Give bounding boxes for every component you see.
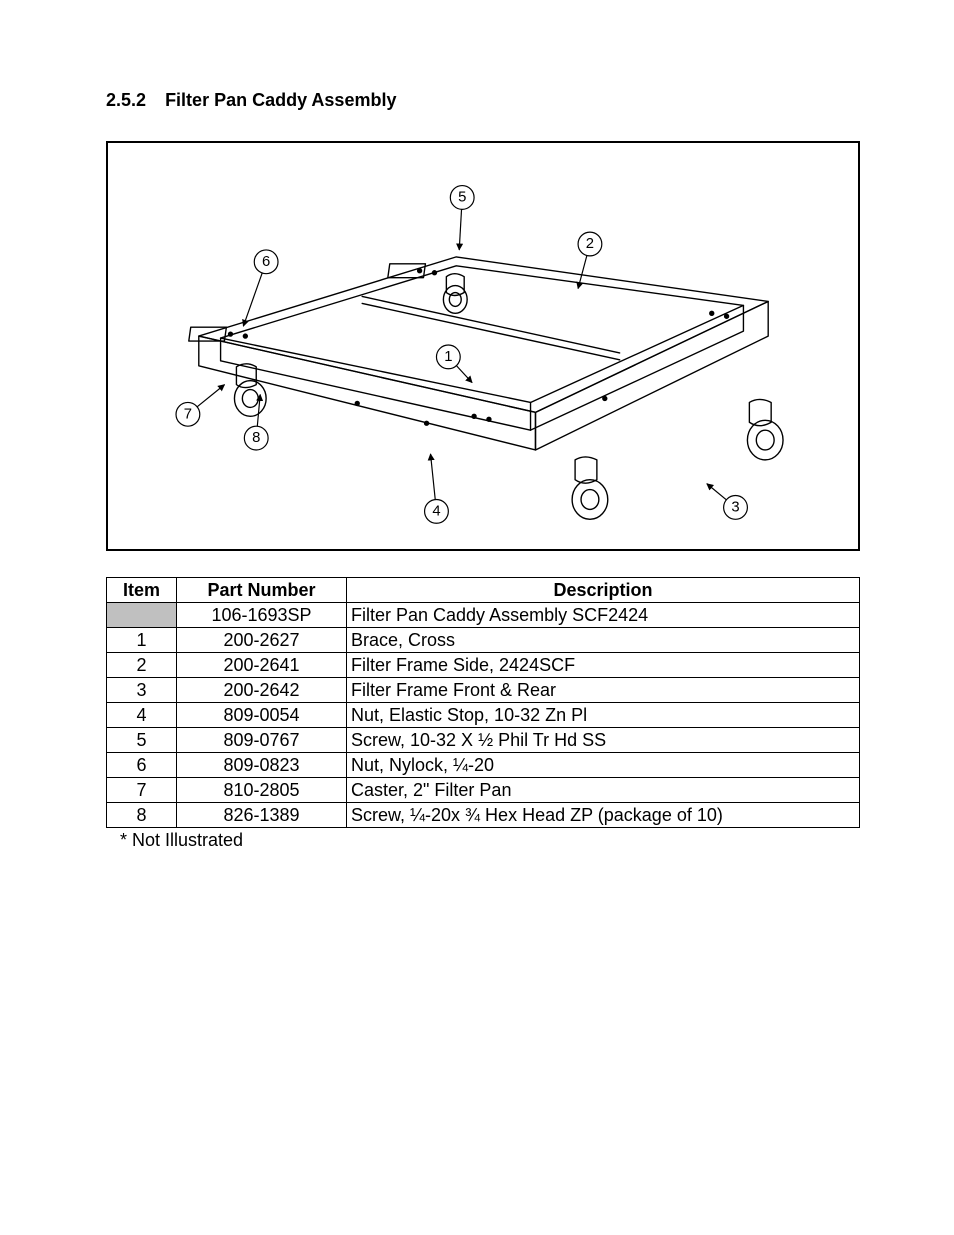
table-row: 7810-2805Caster, 2" Filter Pan	[107, 778, 860, 803]
section-number: 2.5.2	[106, 90, 146, 111]
table-row: 1200-2627Brace, Cross	[107, 628, 860, 653]
cell-item: 3	[107, 678, 177, 703]
callout-label: 2	[586, 236, 594, 252]
table-row: 8826-1389Screw, ¼-20x ¾ Hex Head ZP (pac…	[107, 803, 860, 828]
cell-part: 200-2627	[177, 628, 347, 653]
parts-table: Item Part Number Description 106-1693SPF…	[106, 577, 860, 828]
cell-part: 809-0823	[177, 753, 347, 778]
cell-desc: Filter Frame Front & Rear	[347, 678, 860, 703]
table-row: 6809-0823Nut, Nylock, ¼-20	[107, 753, 860, 778]
callout-label: 5	[458, 189, 466, 205]
callout-label: 7	[184, 406, 192, 422]
cell-desc: Nut, Elastic Stop, 10-32 Zn Pl	[347, 703, 860, 728]
cell-item: 6	[107, 753, 177, 778]
col-header-desc: Description	[347, 578, 860, 603]
cell-part: 809-0767	[177, 728, 347, 753]
table-row: 5809-0767Screw, 10-32 X ½ Phil Tr Hd SS	[107, 728, 860, 753]
table-row: 4809-0054Nut, Elastic Stop, 10-32 Zn Pl	[107, 703, 860, 728]
table-row: 3200-2642Filter Frame Front & Rear	[107, 678, 860, 703]
section-title: Filter Pan Caddy Assembly	[165, 90, 396, 110]
cell-desc: Nut, Nylock, ¼-20	[347, 753, 860, 778]
cell-desc: Filter Pan Caddy Assembly SCF2424	[347, 603, 860, 628]
callout-label: 4	[432, 503, 440, 519]
cell-item: 1	[107, 628, 177, 653]
callout-label: 6	[262, 254, 270, 270]
col-header-item: Item	[107, 578, 177, 603]
col-header-part: Part Number	[177, 578, 347, 603]
cell-desc: Caster, 2" Filter Pan	[347, 778, 860, 803]
cell-item	[107, 603, 177, 628]
cell-desc: Brace, Cross	[347, 628, 860, 653]
cell-item: 2	[107, 653, 177, 678]
cell-item: 8	[107, 803, 177, 828]
callout-label: 8	[252, 430, 260, 446]
callout-label: 3	[731, 499, 739, 515]
cell-part: 826-1389	[177, 803, 347, 828]
assembly-diagram: 5 2 6 1 7 8 4 3	[106, 141, 860, 551]
cell-desc: Screw, ¼-20x ¾ Hex Head ZP (package of 1…	[347, 803, 860, 828]
cell-part: 200-2642	[177, 678, 347, 703]
table-header-row: Item Part Number Description	[107, 578, 860, 603]
section-heading: 2.5.2 Filter Pan Caddy Assembly	[106, 90, 854, 111]
callout-label: 1	[444, 349, 452, 365]
cell-part: 106-1693SP	[177, 603, 347, 628]
cell-item: 7	[107, 778, 177, 803]
cell-desc: Filter Frame Side, 2424SCF	[347, 653, 860, 678]
table-row: 2200-2641Filter Frame Side, 2424SCF	[107, 653, 860, 678]
cell-part: 809-0054	[177, 703, 347, 728]
cell-part: 200-2641	[177, 653, 347, 678]
cell-item: 5	[107, 728, 177, 753]
table-row: 106-1693SPFilter Pan Caddy Assembly SCF2…	[107, 603, 860, 628]
cell-part: 810-2805	[177, 778, 347, 803]
cell-desc: Screw, 10-32 X ½ Phil Tr Hd SS	[347, 728, 860, 753]
assembly-svg: 5 2 6 1 7 8 4 3	[108, 143, 858, 549]
footnote: * Not Illustrated	[120, 830, 854, 851]
cell-item: 4	[107, 703, 177, 728]
